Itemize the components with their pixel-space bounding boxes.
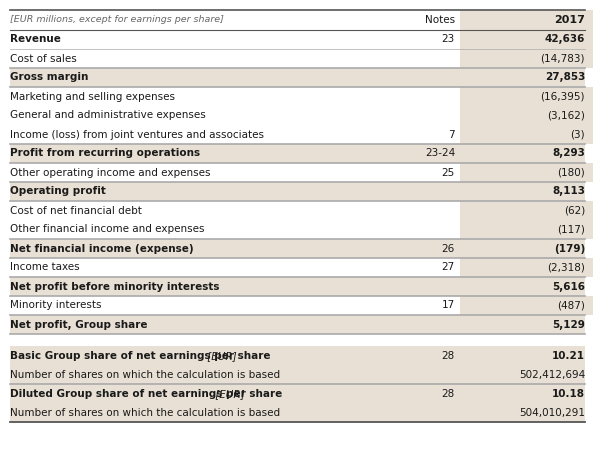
Bar: [460, 296, 593, 315]
Bar: [10, 68, 585, 87]
Text: Income taxes: Income taxes: [10, 263, 80, 273]
Text: Other operating income and expenses: Other operating income and expenses: [10, 168, 211, 178]
Text: General and administrative expenses: General and administrative expenses: [10, 111, 206, 121]
Text: Income (loss) from joint ventures and associates: Income (loss) from joint ventures and as…: [10, 130, 264, 140]
Text: (62): (62): [563, 206, 585, 216]
Bar: [460, 220, 593, 239]
Text: 28: 28: [441, 351, 455, 361]
Bar: [460, 201, 593, 220]
Bar: [10, 365, 585, 384]
Text: 5,129: 5,129: [552, 320, 585, 330]
Bar: [10, 239, 585, 258]
Text: Other financial income and expenses: Other financial income and expenses: [10, 225, 205, 235]
Text: Profit from recurring operations: Profit from recurring operations: [10, 149, 200, 159]
Text: 25: 25: [441, 168, 455, 178]
Text: Net profit before minority interests: Net profit before minority interests: [10, 282, 220, 292]
Text: 26: 26: [441, 244, 455, 254]
Text: (3): (3): [571, 130, 585, 140]
Text: (179): (179): [554, 244, 585, 254]
Bar: [10, 403, 585, 422]
Text: (117): (117): [557, 225, 585, 235]
Bar: [460, 258, 593, 277]
Bar: [460, 125, 593, 144]
Text: 23: 23: [441, 35, 455, 45]
Text: Marketing and selling expenses: Marketing and selling expenses: [10, 92, 175, 102]
Text: Minority interests: Minority interests: [10, 301, 102, 311]
Text: [EUR]: [EUR]: [212, 389, 245, 399]
Text: Net financial income (expense): Net financial income (expense): [10, 244, 193, 254]
Text: 8,293: 8,293: [552, 149, 585, 159]
Bar: [10, 384, 585, 403]
Text: Number of shares on which the calculation is based: Number of shares on which the calculatio…: [10, 408, 280, 418]
Text: 23-24: 23-24: [425, 149, 455, 159]
Bar: [460, 49, 593, 68]
Text: [EUR]: [EUR]: [203, 351, 236, 361]
Text: (2,318): (2,318): [547, 263, 585, 273]
Text: 5,616: 5,616: [552, 282, 585, 292]
Text: 42,636: 42,636: [544, 35, 585, 45]
Text: Cost of net financial debt: Cost of net financial debt: [10, 206, 142, 216]
Bar: [10, 277, 585, 296]
Bar: [460, 163, 593, 182]
Text: Cost of sales: Cost of sales: [10, 54, 77, 64]
Text: (16,395): (16,395): [540, 92, 585, 102]
Text: 28: 28: [441, 389, 455, 399]
Text: (14,783): (14,783): [540, 54, 585, 64]
Text: Operating profit: Operating profit: [10, 187, 106, 197]
Bar: [460, 10, 593, 30]
Bar: [10, 315, 585, 334]
Text: 504,010,291: 504,010,291: [519, 408, 585, 418]
Text: Revenue: Revenue: [10, 35, 61, 45]
Text: 2017: 2017: [554, 15, 585, 25]
Bar: [10, 346, 585, 365]
Text: 7: 7: [449, 130, 455, 140]
Text: (3,162): (3,162): [547, 111, 585, 121]
Text: 10.21: 10.21: [552, 351, 585, 361]
Text: Gross margin: Gross margin: [10, 73, 89, 83]
Text: [EUR millions, except for earnings per share]: [EUR millions, except for earnings per s…: [10, 16, 224, 25]
Text: 17: 17: [441, 301, 455, 311]
Text: (180): (180): [558, 168, 585, 178]
Text: Basic Group share of net earnings per share: Basic Group share of net earnings per sh…: [10, 351, 271, 361]
Text: Diluted Group share of net earnings per share: Diluted Group share of net earnings per …: [10, 389, 282, 399]
Text: Net profit, Group share: Net profit, Group share: [10, 320, 148, 330]
Text: 8,113: 8,113: [552, 187, 585, 197]
Text: 27: 27: [441, 263, 455, 273]
Bar: [10, 182, 585, 201]
Text: Notes: Notes: [425, 15, 455, 25]
Text: Number of shares on which the calculation is based: Number of shares on which the calculatio…: [10, 370, 280, 380]
Text: 27,853: 27,853: [544, 73, 585, 83]
Bar: [460, 30, 593, 49]
Bar: [460, 106, 593, 125]
Text: (487): (487): [557, 301, 585, 311]
Text: 10.18: 10.18: [552, 389, 585, 399]
Bar: [10, 144, 585, 163]
Text: 502,412,694: 502,412,694: [519, 370, 585, 380]
Bar: [460, 87, 593, 106]
